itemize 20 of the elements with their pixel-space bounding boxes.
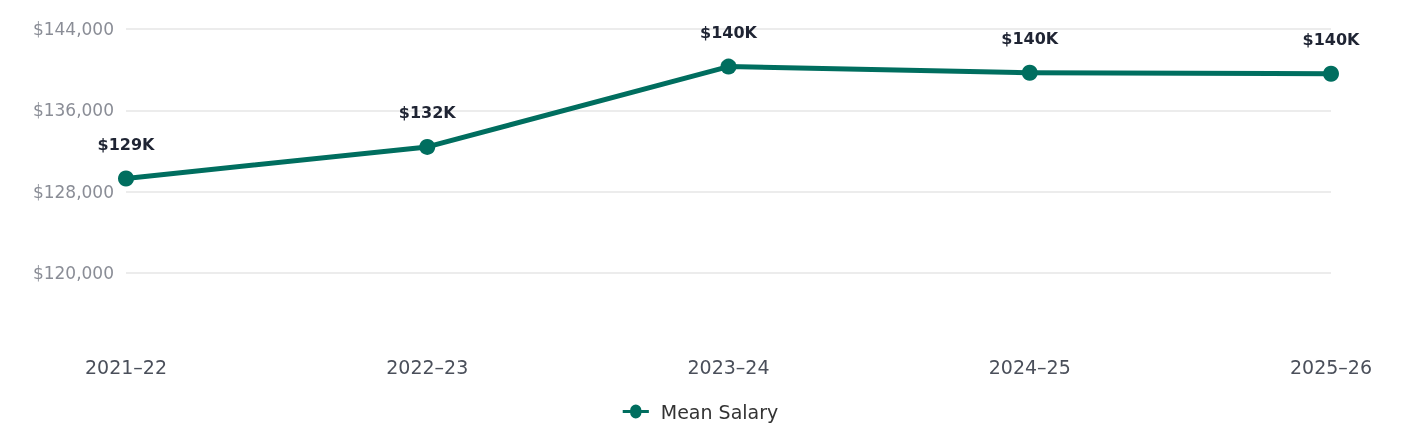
data-label: $129K [97,134,156,154]
point [720,58,737,75]
point [118,170,134,187]
x-tick-label: 2021–22 [84,355,168,378]
point [419,138,436,155]
y-tick-label: $128,000 [32,181,114,202]
y-tick-label: $136,000 [32,100,114,121]
y-tick-label: $120,000 [32,263,114,283]
x-tick-label: 2025–26 [1289,355,1373,378]
data-label: $140K [700,23,758,43]
point [1021,64,1038,81]
x-tick-label: 2023–24 [687,355,770,378]
legend-label: Mean Salary [660,400,779,423]
data-label: $132K [398,103,457,123]
point [1323,65,1339,82]
y-tick-label: $144,000 [32,19,114,39]
data-label: $140K [1001,29,1059,49]
data-label: $140K [1302,30,1361,50]
x-tick-label: 2022–23 [386,355,469,378]
x-tick-label: 2024–25 [988,355,1071,378]
